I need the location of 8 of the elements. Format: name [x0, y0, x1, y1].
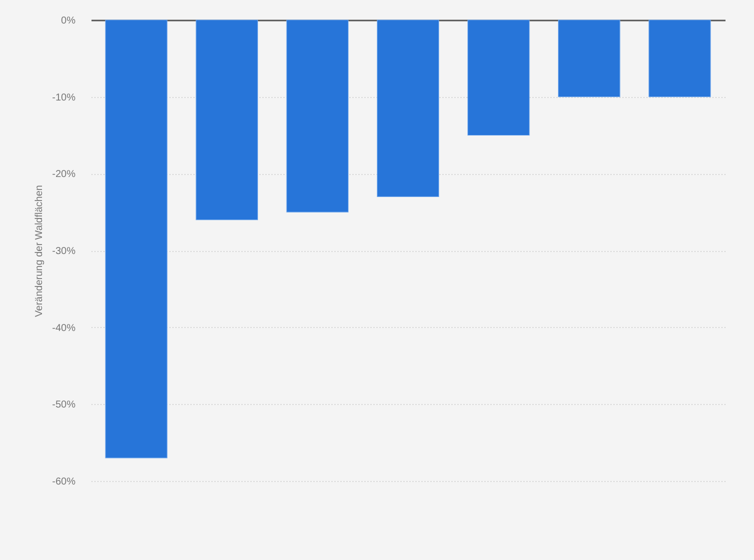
y-axis-title: Veränderung der Waldflächen [34, 185, 46, 317]
y-tick-label: -40% [52, 322, 76, 334]
y-tick-label: -50% [52, 400, 76, 411]
y-tick-label: -20% [52, 169, 76, 180]
y-tick-label: -60% [52, 476, 76, 488]
y-tick-label: -30% [52, 246, 76, 257]
y-tick-label: -10% [52, 92, 76, 104]
y-tick-label: 0% [61, 16, 76, 26]
